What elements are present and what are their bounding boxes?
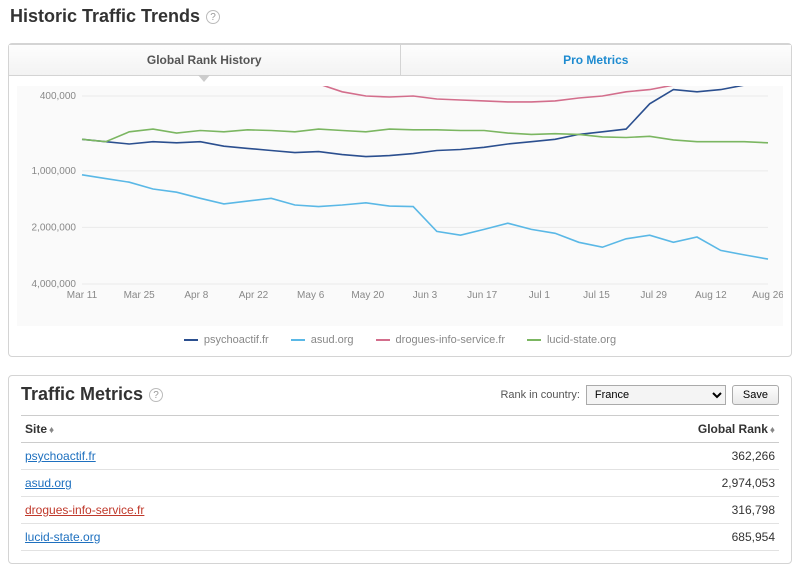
legend-item[interactable]: asud.org [291, 334, 354, 346]
rank-chart: 400,000 1,000,000 2,000,000 4,000,000Mar 11… [17, 86, 783, 326]
svg-text:Jul 15: Jul 15 [583, 290, 610, 301]
metrics-table: Site♦ Global Rank♦ psychoactif.fr362,266… [21, 415, 779, 551]
svg-text:1,000,000: 1,000,000 [32, 166, 77, 177]
legend-label: psychoactif.fr [204, 334, 269, 346]
legend-swatch [527, 339, 541, 341]
table-row: asud.org 2,974,053 [21, 470, 779, 497]
table-row: drogues-info-service.fr 316,798 [21, 497, 779, 524]
sort-icon: ♦ [770, 425, 775, 436]
help-icon[interactable]: ? [149, 388, 163, 402]
chart-area: 400,000 1,000,000 2,000,000 4,000,000Mar 11… [17, 86, 783, 326]
site-link[interactable]: asud.org [25, 476, 72, 490]
svg-text:4,000,000: 4,000,000 [32, 279, 77, 290]
chart-title-text: Historic Traffic Trends [10, 6, 200, 27]
tabs: Global Rank History Pro Metrics [9, 44, 791, 76]
col-global-rank[interactable]: Global Rank♦ [475, 416, 779, 443]
global-rank-value: 2,974,053 [475, 470, 779, 497]
metrics-panel: Traffic Metrics ? Rank in country: Franc… [8, 375, 792, 564]
chart-legend: psychoactif.fr asud.org drogues-info-servi… [9, 330, 791, 356]
svg-text:400,000: 400,000 [40, 91, 77, 102]
tab-pro-metrics[interactable]: Pro Metrics [401, 45, 792, 75]
svg-text:Jul 29: Jul 29 [640, 290, 667, 301]
country-select[interactable]: France [586, 385, 726, 405]
legend-label: drogues-info-service.fr [396, 334, 505, 346]
site-link[interactable]: psychoactif.fr [25, 449, 96, 463]
global-rank-value: 685,954 [475, 524, 779, 551]
global-rank-value: 362,266 [475, 443, 779, 470]
site-link[interactable]: lucid-state.org [25, 530, 100, 544]
metrics-header: Traffic Metrics ? Rank in country: Franc… [9, 376, 791, 415]
table-row: lucid-state.org 685,954 [21, 524, 779, 551]
save-button[interactable]: Save [732, 385, 779, 405]
svg-text:Aug 12: Aug 12 [695, 290, 727, 301]
legend-label: lucid-state.org [547, 334, 616, 346]
legend-item[interactable]: psychoactif.fr [184, 334, 269, 346]
svg-text:May 20: May 20 [351, 290, 384, 301]
tab-global-rank-history[interactable]: Global Rank History [9, 45, 401, 75]
legend-swatch [291, 339, 305, 341]
rank-in-country-label: Rank in country: [500, 389, 579, 401]
svg-text:2,000,000: 2,000,000 [32, 222, 77, 233]
col-site[interactable]: Site♦ [21, 416, 475, 443]
chart-panel: Global Rank History Pro Metrics 400,000 1… [8, 43, 792, 357]
col-site-label: Site [25, 422, 47, 436]
svg-text:Jun 3: Jun 3 [413, 290, 438, 301]
chart-section-title: Historic Traffic Trends ? [0, 0, 800, 37]
svg-text:Mar 11: Mar 11 [67, 290, 98, 301]
site-link[interactable]: drogues-info-service.fr [25, 503, 144, 517]
svg-text:Jul 1: Jul 1 [529, 290, 551, 301]
legend-swatch [184, 339, 198, 341]
svg-text:May 6: May 6 [297, 290, 325, 301]
svg-text:Aug 26: Aug 26 [752, 290, 783, 301]
metrics-title-text: Traffic Metrics [21, 384, 143, 405]
sort-icon: ♦ [49, 425, 54, 436]
legend-item[interactable]: lucid-state.org [527, 334, 616, 346]
svg-text:Jun 17: Jun 17 [467, 290, 497, 301]
legend-item[interactable]: drogues-info-service.fr [376, 334, 505, 346]
col-rank-label: Global Rank [698, 422, 768, 436]
table-row: psychoactif.fr 362,266 [21, 443, 779, 470]
legend-label: asud.org [311, 334, 354, 346]
global-rank-value: 316,798 [475, 497, 779, 524]
help-icon[interactable]: ? [206, 10, 220, 24]
legend-swatch [376, 339, 390, 341]
svg-text:Apr 8: Apr 8 [184, 290, 208, 301]
svg-text:Mar 25: Mar 25 [124, 290, 156, 301]
svg-text:Apr 22: Apr 22 [239, 290, 269, 301]
